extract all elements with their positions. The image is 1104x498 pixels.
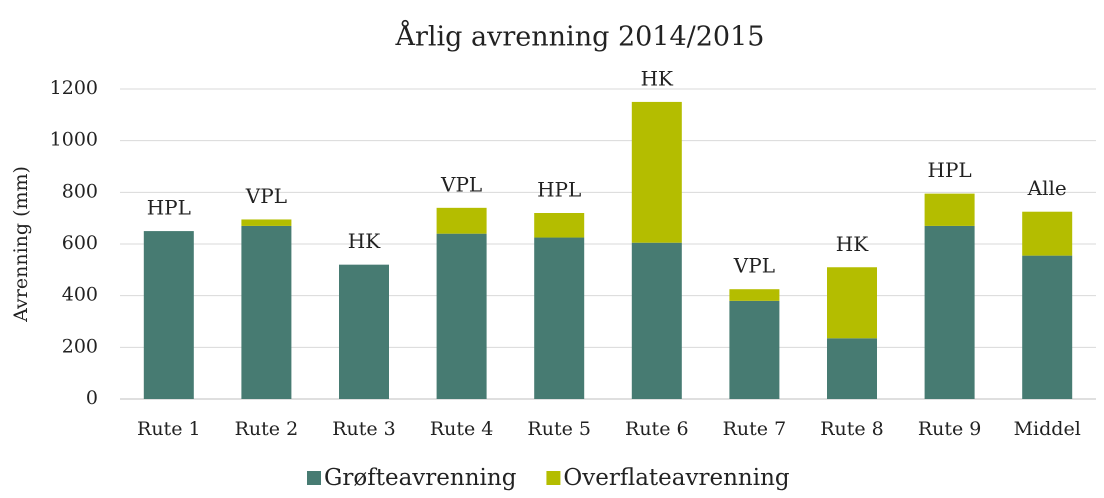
bar-segment	[924, 193, 975, 226]
x-tick-label: Rute 7	[723, 418, 787, 440]
y-tick-label: 200	[62, 335, 98, 357]
legend-swatch	[546, 471, 561, 485]
bar-segment	[241, 225, 292, 399]
y-tick-label: 1200	[50, 77, 98, 99]
bar-segment	[534, 237, 585, 399]
y-tick-label: 400	[62, 284, 98, 306]
legend-label: Overflateavrenning	[563, 465, 789, 491]
x-tick-label: Rute 9	[918, 418, 982, 440]
y-axis-label: Avrenning (mm)	[10, 166, 32, 323]
bar-segment	[631, 242, 682, 399]
chart-title: Årlig avrenning 2014/2015	[395, 20, 765, 53]
x-tick-label: Rute 1	[137, 418, 201, 440]
bar-segment	[436, 207, 487, 234]
bar-label: VPL	[733, 254, 775, 278]
bar-segment	[827, 267, 877, 339]
y-tick-label: 0	[86, 387, 98, 409]
bar-label: HK	[836, 232, 869, 256]
y-tick-label: 800	[62, 180, 98, 202]
legend-label: Grøfteavrenning	[324, 465, 517, 491]
bar-segment	[534, 213, 585, 238]
bar-segment	[1022, 255, 1073, 399]
x-tick-label: Rute 4	[430, 418, 494, 440]
x-tick-label: Rute 3	[332, 418, 396, 440]
x-tick-label: Rute 2	[235, 418, 299, 440]
bar-label: HK	[348, 229, 381, 253]
bar-segment	[729, 300, 780, 399]
bar-label: HK	[641, 66, 674, 90]
bar-segment	[241, 219, 292, 226]
bar-segment	[436, 233, 487, 399]
x-tick-label: Rute 5	[527, 418, 591, 440]
y-tick-label: 600	[62, 232, 98, 254]
bar-label: Alle	[1027, 176, 1067, 200]
bar-segment	[339, 264, 389, 399]
bar-label: VPL	[245, 184, 287, 208]
bar-segment	[631, 101, 682, 243]
bar-segment	[827, 338, 877, 399]
bar-segment	[1022, 211, 1073, 256]
legend-swatch	[307, 471, 321, 485]
x-tick-label: Rute 6	[625, 418, 689, 440]
y-tick-label: 1000	[50, 129, 98, 151]
bar-segment	[729, 289, 780, 301]
x-tick-label: Rute 8	[820, 418, 884, 440]
bar-segment	[143, 231, 194, 399]
bar-label: HPL	[928, 158, 972, 182]
bar-label: VPL	[440, 172, 482, 196]
bar-label: HPL	[537, 178, 581, 202]
bar-label: HPL	[147, 196, 191, 220]
bar-segment	[924, 225, 975, 399]
x-tick-label: Middel	[1014, 418, 1081, 440]
